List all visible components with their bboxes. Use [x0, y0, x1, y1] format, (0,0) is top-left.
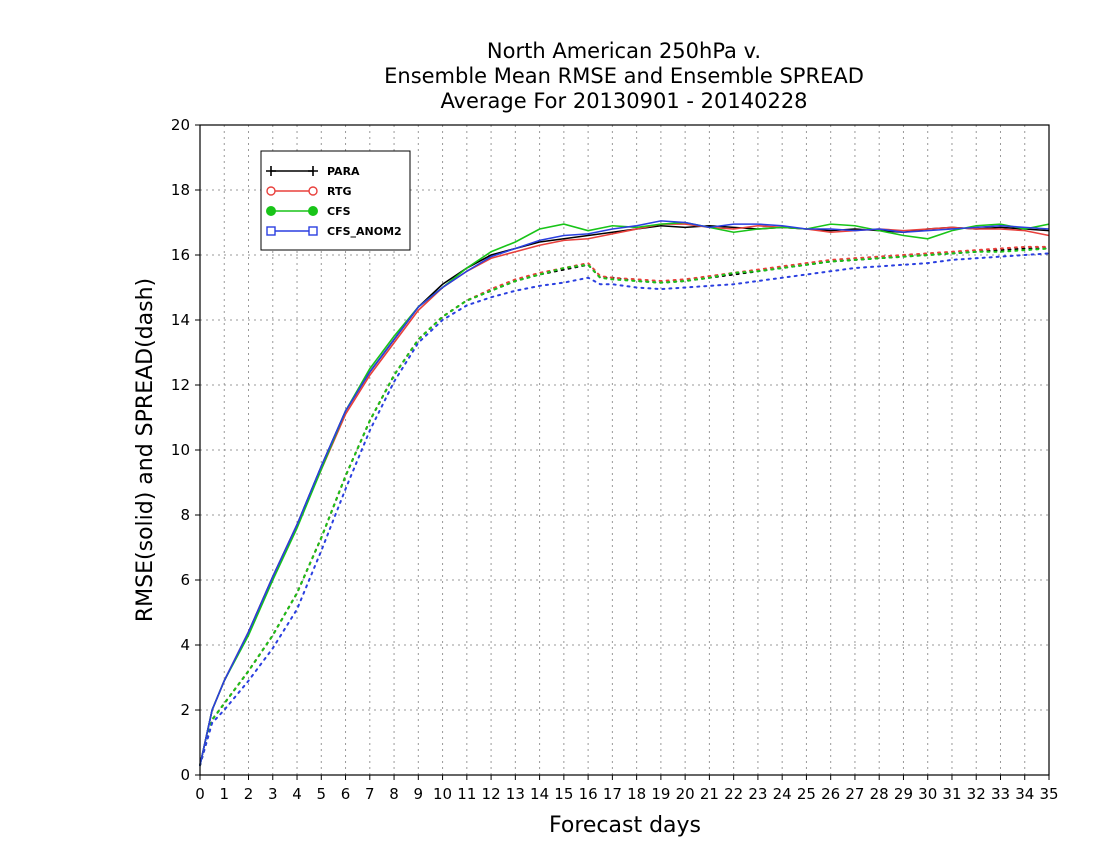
y-tick-label: 18: [171, 181, 190, 199]
rmse-line-rtg: [199, 223, 1050, 766]
y-tick-label: 2: [180, 701, 190, 719]
x-tick-label: 2: [244, 785, 254, 803]
x-tick-label: 34: [1015, 785, 1034, 803]
legend-marker-plus: [308, 166, 318, 176]
y-axis-label: RMSE(solid) and SPREAD(dash): [133, 278, 158, 622]
y-tick-label: 16: [171, 246, 190, 264]
x-tick-label: 10: [433, 785, 452, 803]
y-tick-label: 0: [180, 766, 190, 784]
x-tick-label: 0: [195, 785, 205, 803]
legend-marker-filled-circle: [266, 206, 276, 216]
x-tick-label: 24: [773, 785, 792, 803]
x-tick-label: 15: [554, 785, 573, 803]
x-tick-label: 21: [700, 785, 719, 803]
x-tick-label: 19: [651, 785, 670, 803]
x-tick-label: 16: [579, 785, 598, 803]
y-tick-label: 6: [180, 571, 190, 589]
x-tick-label: 32: [967, 785, 986, 803]
y-tick-label: 10: [171, 441, 190, 459]
x-axis-label: Forecast days: [549, 813, 701, 838]
x-tick-label: 23: [748, 785, 767, 803]
axis-ticks: 0 1 2 3 4 5 6 7 8 9 10 11 12 13 14 15 16 17 18 19 20 21 22 23 24…: [171, 116, 1059, 803]
rmse-line-cfs-anom2: [199, 220, 1050, 766]
y-tick-label: 8: [180, 506, 190, 524]
legend-marker-open-circle: [266, 186, 276, 196]
y-tick-label: 4: [180, 636, 190, 654]
x-tick-label: 5: [317, 785, 327, 803]
x-tick-label: 31: [942, 785, 961, 803]
series-lines: [199, 220, 1050, 767]
legend-box: [260, 150, 411, 251]
x-tick-label: 20: [676, 785, 695, 803]
x-tick-label: 22: [724, 785, 743, 803]
x-tick-label: 13: [506, 785, 525, 803]
x-tick-label: 3: [268, 785, 278, 803]
x-tick-label: 33: [991, 785, 1010, 803]
chart-title-line-3: Average For 20130901 - 20140228: [440, 89, 807, 113]
legend-marker-open-circle: [308, 186, 318, 196]
chart-title: North American 250hPa v. Ensemble Mean R…: [384, 39, 864, 113]
legend: PARA RTG CFS CFS_ANOM2: [260, 150, 411, 251]
x-tick-label: 12: [482, 785, 501, 803]
x-tick-label: 6: [341, 785, 351, 803]
legend-label-cfs: CFS: [327, 205, 351, 218]
y-tick-label: 14: [171, 311, 190, 329]
y-tick-label: 12: [171, 376, 190, 394]
x-tick-label: 28: [870, 785, 889, 803]
rmse-line-para: [199, 224, 1050, 766]
x-tick-label: 17: [603, 785, 622, 803]
chart-title-line-1: North American 250hPa v.: [487, 39, 761, 63]
legend-marker-open-square: [266, 226, 276, 236]
x-tick-label: 1: [219, 785, 229, 803]
x-tick-label: 8: [389, 785, 399, 803]
x-tick-label: 7: [365, 785, 375, 803]
x-tick-label: 4: [292, 785, 302, 803]
x-tick-label: 26: [821, 785, 840, 803]
x-tick-label: 29: [894, 785, 913, 803]
y-tick-label: 20: [171, 116, 190, 134]
spread-line-cfs: [199, 247, 1050, 767]
spread-line-cfs-anom2: [199, 252, 1050, 767]
plot-frame: [199, 124, 1050, 776]
x-tick-label: 25: [797, 785, 816, 803]
x-tick-label: 14: [530, 785, 549, 803]
spread-line-rtg: [199, 245, 1050, 767]
legend-label-rtg: RTG: [327, 185, 352, 198]
legend-label-para: PARA: [327, 165, 360, 178]
x-tick-label: 30: [918, 785, 937, 803]
legend-marker-filled-circle: [308, 206, 318, 216]
x-tick-label: 27: [845, 785, 864, 803]
spread-line-para: [199, 247, 1050, 767]
x-tick-label: 35: [1039, 785, 1058, 803]
legend-marker-plus: [266, 166, 276, 176]
rmse-line-cfs: [199, 221, 1050, 766]
legend-label-cfs-anom2: CFS_ANOM2: [327, 225, 402, 238]
x-tick-label: 9: [414, 785, 424, 803]
chart-title-line-2: Ensemble Mean RMSE and Ensemble SPREAD: [384, 64, 864, 88]
legend-marker-open-square: [308, 226, 318, 236]
x-tick-label: 18: [627, 785, 646, 803]
x-tick-label: 11: [457, 785, 476, 803]
